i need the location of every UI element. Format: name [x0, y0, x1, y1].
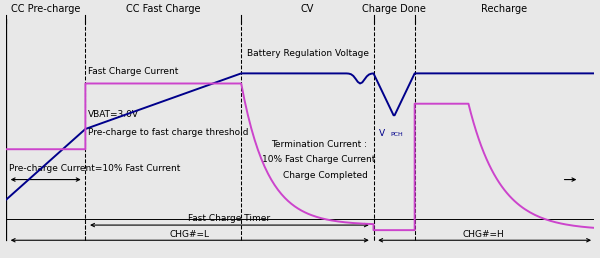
Text: 10% Fast Charge Current: 10% Fast Charge Current	[262, 155, 376, 164]
Text: Termination Current :: Termination Current :	[271, 140, 367, 149]
Text: Charge Completed: Charge Completed	[283, 171, 367, 180]
Text: V: V	[379, 129, 386, 138]
Text: CHG#=L: CHG#=L	[170, 230, 210, 239]
Text: Battery Regulation Voltage: Battery Regulation Voltage	[247, 49, 369, 58]
Text: CC Fast Charge: CC Fast Charge	[126, 4, 200, 14]
Text: Pre-charge Current=10% Fast Current: Pre-charge Current=10% Fast Current	[9, 164, 181, 173]
Text: Recharge: Recharge	[481, 4, 527, 14]
Text: CHG#=H: CHG#=H	[463, 230, 505, 239]
Text: Fast Charge Current: Fast Charge Current	[88, 67, 179, 76]
Text: CV: CV	[301, 4, 314, 14]
Text: VBAT=3.0V: VBAT=3.0V	[88, 110, 139, 119]
Text: Charge Done: Charge Done	[362, 4, 426, 14]
Text: Fast Charge Timer: Fast Charge Timer	[188, 214, 271, 223]
Text: Pre-charge to fast charge threshold: Pre-charge to fast charge threshold	[88, 128, 249, 137]
Text: PCH: PCH	[390, 132, 403, 136]
Text: CC Pre-charge: CC Pre-charge	[11, 4, 80, 14]
